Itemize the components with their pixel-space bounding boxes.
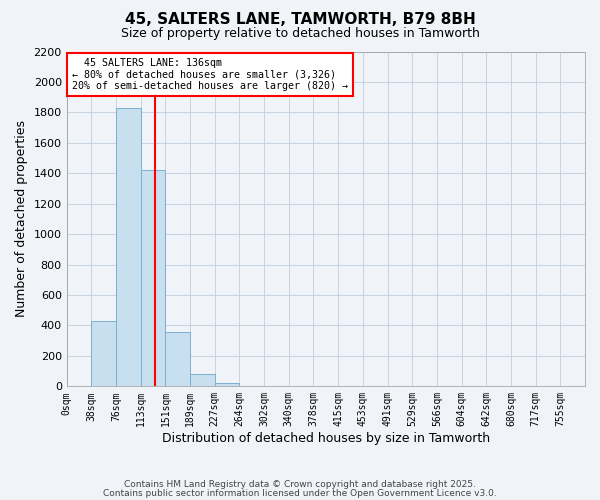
Bar [141, 170, 166, 386]
Bar [215, 384, 239, 386]
Text: Contains public sector information licensed under the Open Government Licence v3: Contains public sector information licen… [103, 488, 497, 498]
Bar [166, 332, 190, 386]
Text: Contains HM Land Registry data © Crown copyright and database right 2025.: Contains HM Land Registry data © Crown c… [124, 480, 476, 489]
Text: 45 SALTERS LANE: 136sqm
← 80% of detached houses are smaller (3,326)
20% of semi: 45 SALTERS LANE: 136sqm ← 80% of detache… [72, 58, 348, 92]
Text: 45, SALTERS LANE, TAMWORTH, B79 8BH: 45, SALTERS LANE, TAMWORTH, B79 8BH [125, 12, 475, 28]
Text: Size of property relative to detached houses in Tamworth: Size of property relative to detached ho… [121, 28, 479, 40]
Y-axis label: Number of detached properties: Number of detached properties [15, 120, 28, 318]
Bar [116, 108, 141, 386]
Bar [190, 374, 215, 386]
Bar [91, 321, 116, 386]
X-axis label: Distribution of detached houses by size in Tamworth: Distribution of detached houses by size … [162, 432, 490, 445]
